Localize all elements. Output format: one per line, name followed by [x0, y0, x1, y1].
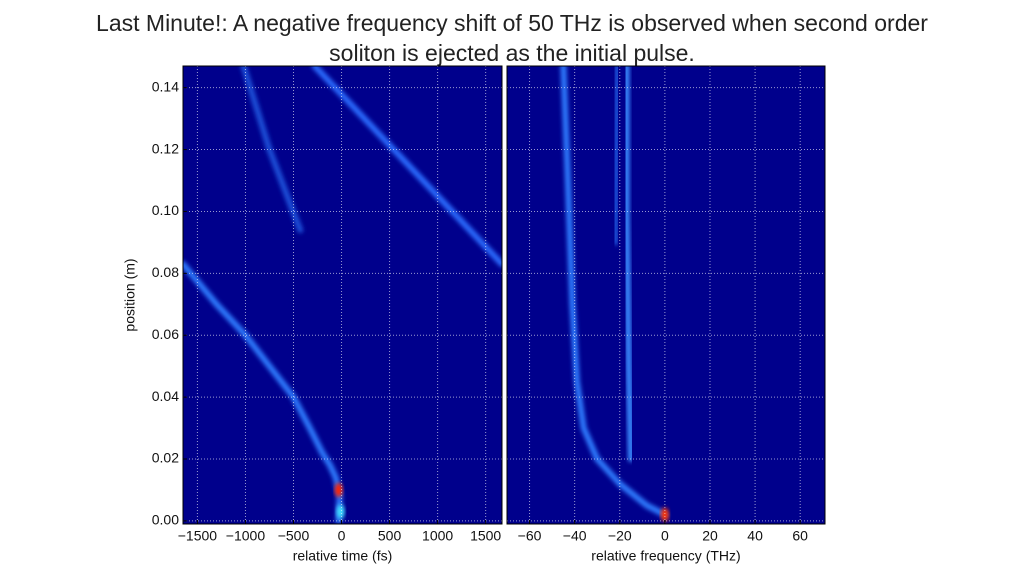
trace [612, 66, 621, 246]
hot-spot [660, 507, 669, 522]
hot-spot [334, 482, 343, 497]
trace [240, 66, 304, 234]
x-tick-label: 500 [378, 528, 402, 544]
x-tick-label: 60 [792, 528, 808, 544]
x-tick-label: 0 [661, 528, 669, 544]
x-tick-label: −1000 [226, 528, 266, 544]
y-tick-label: 0.08 [152, 264, 179, 280]
y-tick-label: 0.04 [152, 388, 179, 404]
x-tick-label: −60 [518, 528, 542, 544]
plot-frame [506, 65, 826, 525]
x-tick-label: 1000 [422, 528, 453, 544]
hot-spot [336, 504, 345, 519]
y-tick-label: 0.06 [152, 326, 179, 342]
plot-background [183, 66, 502, 524]
trace [311, 66, 502, 268]
x-tick-label: −1500 [178, 528, 218, 544]
y-tick-label: 0.10 [152, 202, 179, 218]
x-axis-label: relative frequency (THz) [591, 548, 740, 564]
x-axis-label: relative time (fs) [293, 548, 393, 564]
x-tick-label: 1500 [470, 528, 501, 544]
traces [183, 66, 502, 524]
y-axis-label: position (m) [122, 258, 138, 331]
plot-background [507, 66, 825, 524]
x-tick-label: −20 [608, 528, 632, 544]
trace [623, 66, 635, 463]
y-tick-label: 0.14 [152, 78, 179, 94]
x-tick-label: 20 [702, 528, 718, 544]
x-tick-label: −40 [563, 528, 587, 544]
y-tick-label: 0.02 [152, 450, 179, 466]
slide-title: Last Minute!: A negative frequency shift… [96, 10, 928, 66]
y-tick-label: 0.12 [152, 140, 179, 156]
x-tick-label: −500 [278, 528, 310, 544]
traces [560, 66, 669, 522]
x-tick-label: 0 [338, 528, 346, 544]
trace [560, 66, 668, 518]
x-tick-label: 40 [747, 528, 763, 544]
y-tick-label: 0.00 [152, 512, 179, 528]
plot-frame [182, 65, 503, 525]
